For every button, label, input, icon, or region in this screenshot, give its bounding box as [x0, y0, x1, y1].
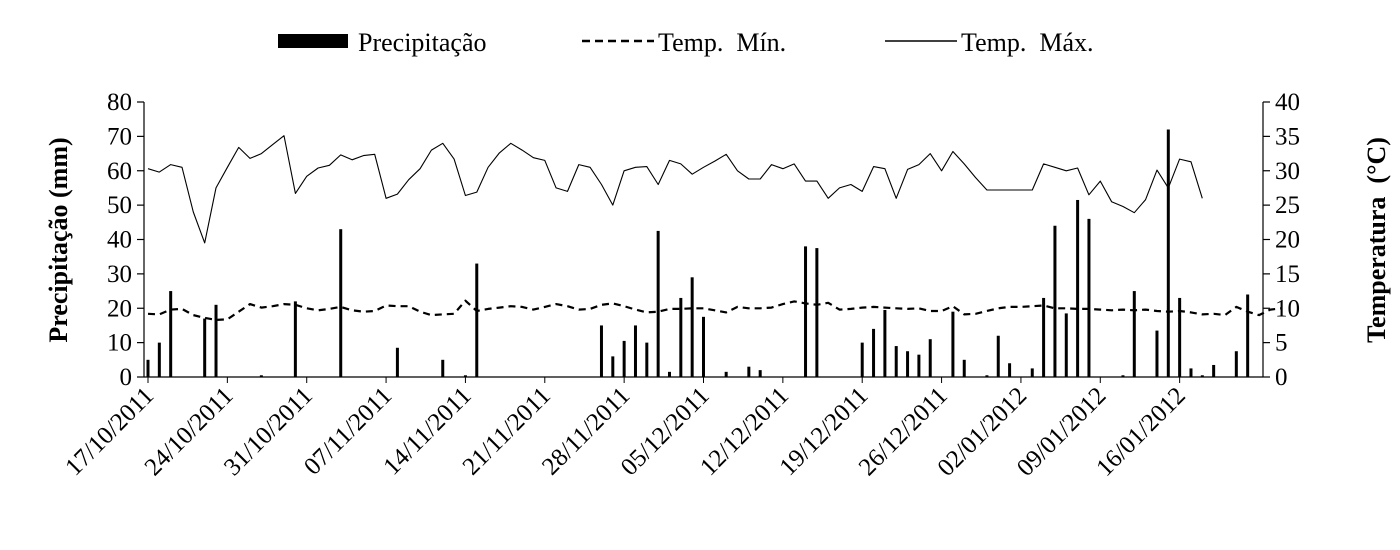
- precipitation-bar: [1166, 129, 1170, 377]
- left-tick-label: 30: [107, 261, 132, 288]
- precipitation-bar: [679, 297, 683, 377]
- left-tick-label: 10: [107, 330, 132, 357]
- precipitation-bar: [157, 342, 161, 377]
- precipitation-bar: [1212, 364, 1216, 377]
- right-tick-label: 15: [1275, 261, 1300, 288]
- precipitation-bar: [1132, 291, 1136, 377]
- left-tick-label: 40: [107, 227, 132, 254]
- right-tick-label: 35: [1275, 123, 1300, 150]
- precipitation-bar: [690, 277, 694, 377]
- precipitation-bar: [599, 325, 603, 377]
- precipitation-bar: [463, 375, 467, 377]
- left-tick-label: 0: [120, 364, 133, 391]
- right-tick-label: 20: [1275, 227, 1300, 254]
- temp-min-line: [147, 299, 1282, 321]
- precipitation-bar: [747, 366, 751, 377]
- precipitation-bar: [1008, 363, 1012, 377]
- precipitation-bar: [1234, 351, 1238, 377]
- precipitation-bar: [996, 335, 1000, 377]
- precipitation-bar: [1042, 297, 1046, 377]
- precipitation-bar: [1200, 375, 1204, 377]
- legend-swatch-precipitation: [278, 34, 348, 48]
- precipitation-bar: [1178, 297, 1182, 377]
- right-tick-label: 5: [1275, 330, 1288, 357]
- precipitation-bar: [702, 316, 705, 377]
- precipitation-bar: [475, 263, 479, 377]
- x-axis-ticks: 17/10/201124/10/201131/10/201107/11/2011…: [60, 377, 1191, 482]
- left-tick-label: 80: [107, 89, 132, 116]
- left-axis-title: Precipitação (mm): [44, 137, 73, 342]
- precipitation-bar: [645, 342, 649, 377]
- legend-label-temp-max: Temp. Máx.: [961, 28, 1094, 57]
- precipitation-bar: [1189, 368, 1193, 377]
- precipitation-bar: [962, 359, 966, 377]
- precipitation-bar: [985, 375, 989, 377]
- precipitation-bar: [146, 359, 150, 377]
- precipitation-bar: [917, 354, 921, 377]
- precipitation-bar: [1155, 330, 1159, 377]
- right-axis-ticks: 0 5 10 15 20 25 30 35 40: [1263, 89, 1300, 391]
- legend: Precipitação Temp. Mín. Temp. Máx.: [278, 28, 1094, 57]
- precipitation-bar: [667, 371, 671, 377]
- right-tick-label: 40: [1275, 89, 1300, 116]
- precipitation-bar: [293, 301, 297, 377]
- precipitation-bar: [928, 339, 932, 377]
- precipitation-bar: [339, 229, 343, 377]
- precipitation-bar: [804, 246, 808, 377]
- precipitation-bar: [815, 248, 819, 377]
- precipitation-bar: [611, 356, 615, 377]
- right-tick-label: 10: [1275, 295, 1300, 322]
- legend-label-temp-min: Temp. Mín.: [658, 28, 786, 57]
- precipitation-bar: [1030, 368, 1034, 377]
- right-tick-label: 0: [1275, 364, 1288, 391]
- precipitation-bar: [1121, 375, 1125, 377]
- temperature-lines: [147, 135, 1282, 321]
- precipitation-bar: [622, 340, 626, 377]
- precipitation-bar: [1064, 313, 1068, 377]
- precipitation-bar: [951, 311, 955, 377]
- precipitation-bar: [906, 351, 910, 377]
- precipitation-bar: [633, 325, 637, 377]
- legend-label-precipitation: Precipitação: [358, 28, 487, 57]
- precipitation-bar: [758, 370, 762, 377]
- precipitation-bar: [894, 346, 898, 377]
- left-tick-label: 60: [107, 158, 132, 185]
- precipitation-bar: [1076, 199, 1080, 377]
- precipitation-bar: [1053, 225, 1057, 377]
- right-tick-label: 25: [1275, 192, 1300, 219]
- left-tick-label: 20: [107, 295, 132, 322]
- left-tick-label: 70: [107, 123, 132, 150]
- precipitation-bar: [724, 371, 728, 377]
- precipitation-bar: [259, 375, 263, 377]
- left-tick-label: 50: [107, 192, 132, 219]
- precipitation-bar: [872, 328, 876, 377]
- left-axis-ticks: 0 10 20 30 40 50 60 70 80: [107, 89, 144, 391]
- precipitation-bar: [1246, 294, 1250, 377]
- right-tick-label: 30: [1275, 158, 1300, 185]
- precipitation-bar: [656, 230, 660, 377]
- precipitation-bars: [146, 129, 1250, 377]
- precipitation-bar: [1087, 218, 1091, 377]
- precipitation-bar: [883, 309, 887, 377]
- precipitation-bar: [169, 291, 173, 377]
- precipitation-bar: [203, 318, 207, 377]
- precipitation-bar: [441, 359, 445, 377]
- precipitation-bar: [395, 347, 399, 377]
- temp-max-line: [147, 135, 1203, 244]
- precipitation-bar: [860, 342, 864, 377]
- right-axis-title: Temperatura (°C): [1362, 137, 1391, 343]
- precipitation-bar: [214, 304, 218, 377]
